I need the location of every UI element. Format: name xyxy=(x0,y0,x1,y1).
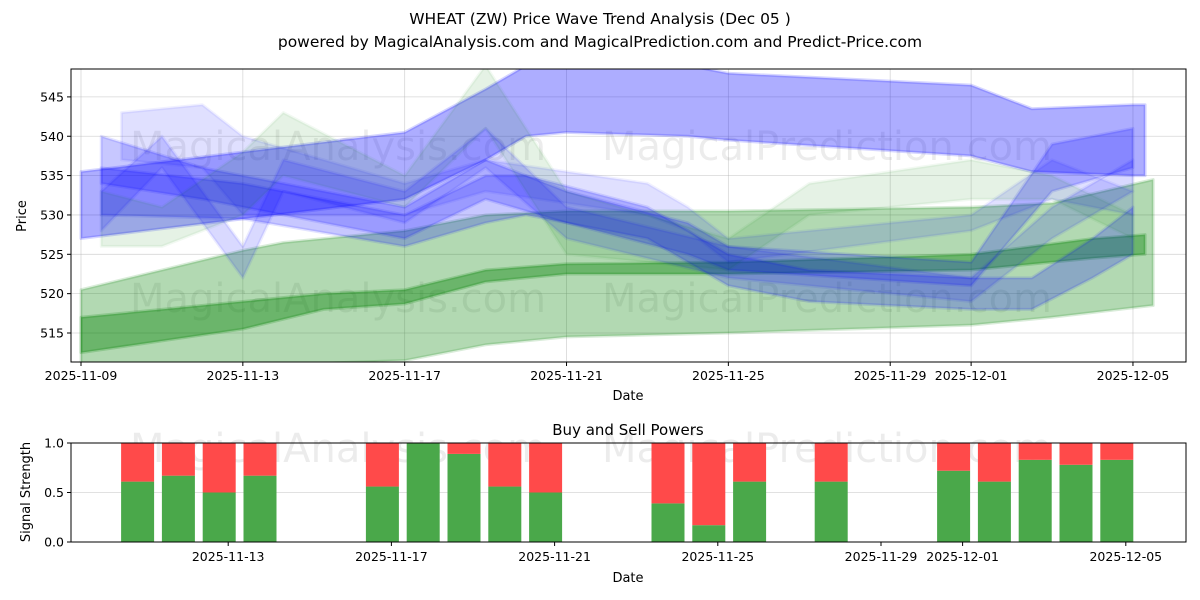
buy-bar xyxy=(1059,464,1093,542)
x-tick-label: 2025-12-01 xyxy=(935,368,1008,383)
watermark: MagicalAnalysis.com xyxy=(130,276,546,322)
sell-bar xyxy=(692,443,726,526)
x-tick-label: 2025-11-13 xyxy=(207,368,280,383)
price-panel: 515 520 525 530 535 540 545 2025-11-09 2025-11-1… xyxy=(15,68,1187,404)
buy-bar xyxy=(243,475,277,542)
watermark: MagicalPrediction.com xyxy=(602,276,1052,322)
buy-bar xyxy=(161,475,195,542)
y-tick-label: 540 xyxy=(40,129,64,144)
buy-bar xyxy=(406,443,440,542)
x-tick-label: 2025-11-25 xyxy=(681,549,754,564)
y-tick-label: 530 xyxy=(40,207,64,222)
x-tick-label: 2025-12-05 xyxy=(1089,549,1162,564)
x-tick-label: 2025-11-29 xyxy=(845,549,918,564)
y-axis-label: Price xyxy=(15,200,30,232)
x-tick-label: 2025-11-17 xyxy=(368,368,441,383)
x-axis-label: Date xyxy=(612,389,643,404)
y-tick-label: 520 xyxy=(40,286,64,301)
sell-bar xyxy=(1018,443,1052,460)
sell-bar xyxy=(202,443,236,493)
sell-bar xyxy=(529,443,563,493)
band-green-core-band xyxy=(79,233,1147,355)
buy-bar xyxy=(1018,459,1052,542)
sell-bar xyxy=(651,443,685,504)
y-axis-label: Signal Strength xyxy=(19,442,34,542)
bands xyxy=(79,69,1155,362)
buy-bar xyxy=(529,492,563,542)
buy-bar xyxy=(651,503,685,542)
buy-bar xyxy=(365,486,399,542)
buy-bar xyxy=(121,481,155,542)
band-blue-light-band xyxy=(119,103,1135,264)
sell-bar xyxy=(488,443,522,487)
x-tick-label: 2025-12-01 xyxy=(926,549,999,564)
x-tick-label: 2025-11-17 xyxy=(355,549,428,564)
buy-bar xyxy=(692,525,726,542)
y-tick-label: 515 xyxy=(40,326,64,341)
x-tick-label: 2025-11-13 xyxy=(192,549,265,564)
band-green-wide-band xyxy=(79,178,1155,362)
sell-bar xyxy=(1059,443,1093,465)
y-tick-label: 0.0 xyxy=(44,535,64,550)
x-tick-label: 2025-11-29 xyxy=(854,368,927,383)
sell-bar xyxy=(977,443,1011,482)
sell-bar xyxy=(121,443,155,482)
band-green-light-band xyxy=(99,69,1135,272)
plot-frame xyxy=(70,442,1187,543)
x-tick-label: 2025-11-21 xyxy=(518,549,591,564)
y-tick-label: 525 xyxy=(40,247,64,262)
sell-bar xyxy=(814,443,848,482)
y-tick-label: 0.5 xyxy=(44,485,64,500)
watermark: MagicalAnalysis.com xyxy=(130,124,546,170)
x-axis-label: Date xyxy=(612,571,643,586)
band-blue-upper-band xyxy=(79,69,1147,241)
y-tick-label: 545 xyxy=(40,89,64,104)
buy-bar xyxy=(447,453,481,542)
band-blue-mid-band-2 xyxy=(99,126,1135,288)
x-tick-label: 2025-11-21 xyxy=(530,368,603,383)
band-teal-zig-band xyxy=(99,126,1135,304)
buy-bar xyxy=(814,481,848,542)
signal-title: Buy and Sell Powers xyxy=(552,421,704,439)
sell-bar xyxy=(243,443,277,476)
x-tick-label: 2025-11-09 xyxy=(45,368,118,383)
buy-bar xyxy=(202,492,236,542)
buy-bar xyxy=(937,470,971,542)
sell-bar xyxy=(365,443,399,487)
buy-bar xyxy=(977,481,1011,542)
sell-bar xyxy=(161,443,195,476)
chart-subtitle: powered by MagicalAnalysis.com and Magic… xyxy=(278,33,922,51)
watermark: MagicalPrediction.com xyxy=(602,124,1052,170)
y-tick-label: 1.0 xyxy=(44,436,64,451)
plot-frame xyxy=(70,68,1187,363)
x-tick-label: 2025-11-25 xyxy=(692,368,765,383)
buy-bar xyxy=(1100,459,1134,542)
y-tick-label: 535 xyxy=(40,168,64,183)
sell-bar xyxy=(1100,443,1134,460)
chart-title: WHEAT (ZW) Price Wave Trend Analysis (De… xyxy=(409,10,791,28)
band-blue-mid-band-1 xyxy=(99,166,1135,311)
x-tick-label: 2025-12-05 xyxy=(1097,368,1170,383)
buy-bar xyxy=(488,486,522,542)
sell-bar xyxy=(733,443,767,482)
sell-bar xyxy=(937,443,971,471)
sell-bar xyxy=(447,443,481,454)
buy-bar xyxy=(733,481,767,542)
